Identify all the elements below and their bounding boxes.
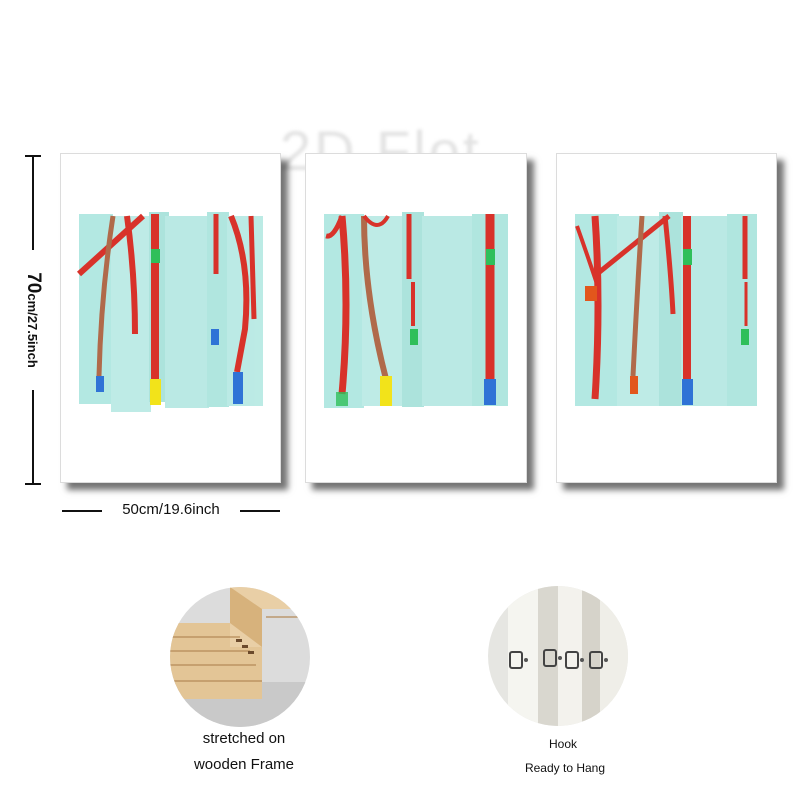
artwork-middle xyxy=(324,212,508,408)
artwork-right xyxy=(575,212,757,406)
artwork-left xyxy=(76,212,263,412)
hanging-hooks-photo xyxy=(488,586,628,726)
width-dimension: 50cm/19.6inch xyxy=(62,500,280,522)
canvas-panel-middle xyxy=(305,153,527,483)
feature-caption-frame-line2: wooden Frame xyxy=(193,756,295,773)
wooden-frame-corner-photo xyxy=(170,587,310,727)
height-label: 70cm/27.5inch xyxy=(22,272,44,368)
feature-caption-frame: stretched on wooden Frame xyxy=(160,730,328,774)
height-dimension: 70cm/27.5inch xyxy=(18,155,48,485)
width-label: 50cm/19.6inch xyxy=(122,501,220,518)
canvas-panel-left xyxy=(60,153,281,483)
canvas-panel-right xyxy=(556,153,777,483)
feature-caption-hook-line2: Ready to Hang xyxy=(524,761,606,775)
height-value: 70 xyxy=(23,272,44,294)
height-unit: cm/27.5inch xyxy=(25,293,40,368)
feature-caption-frame-line1: stretched on xyxy=(202,730,286,747)
feature-caption-hook: Hook Ready to Hang xyxy=(488,736,648,776)
feature-caption-hook-line1: Hook xyxy=(548,737,577,751)
